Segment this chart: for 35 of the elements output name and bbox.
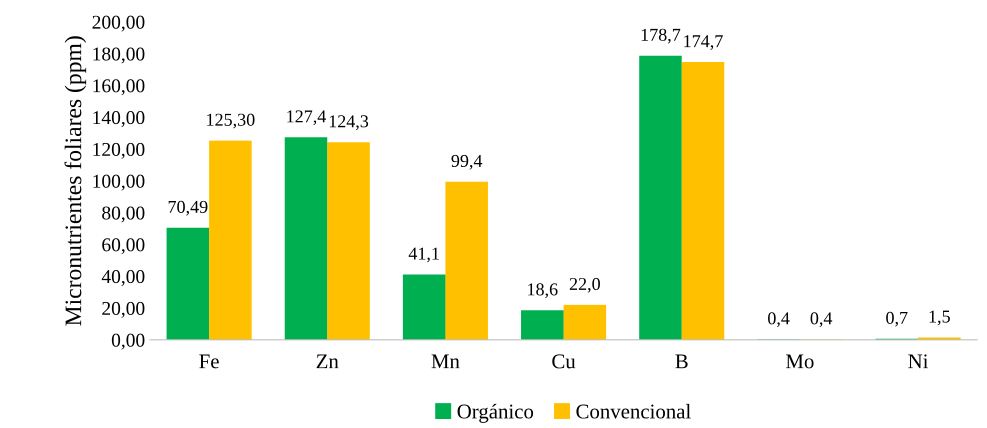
y-tick-label: 160,00 xyxy=(93,79,144,96)
x-tick-label: B xyxy=(675,354,688,368)
y-tick-label: 200,00 xyxy=(92,16,144,32)
data-label: 0,4 xyxy=(768,312,790,328)
y-tick-label: 100,00 xyxy=(93,174,144,191)
legend-label: Convencional xyxy=(576,404,691,419)
data-label: 1,5 xyxy=(930,310,950,326)
y-tick-label: 80,00 xyxy=(102,206,144,222)
x-tick-label: Mo xyxy=(786,354,814,368)
x-tick-label: Cu xyxy=(552,354,576,368)
y-tick-label: 20,00 xyxy=(102,302,144,318)
data-label: 178,7 xyxy=(642,28,680,44)
data-label: 99,4 xyxy=(451,154,482,170)
legend-label: Orgánico xyxy=(458,404,534,423)
data-label: 70,49 xyxy=(168,200,208,216)
data-label: 174,7 xyxy=(684,35,723,50)
y-tick-label: 40,00 xyxy=(102,270,144,286)
x-tick-label: Mn xyxy=(432,354,460,368)
x-tick-label: Zn xyxy=(316,354,339,368)
x-tick-label: Fe xyxy=(199,354,219,368)
y-tick-label: 60,00 xyxy=(102,238,144,254)
y-axis-title: Micronutrientes foliares (ppm) xyxy=(64,36,86,326)
data-label: 124,3 xyxy=(330,115,368,130)
x-tick-label: Ni xyxy=(908,354,928,368)
data-label: 125,30 xyxy=(207,114,255,128)
data-label: 41,1 xyxy=(408,248,439,262)
data-label: 18,6 xyxy=(528,283,558,298)
y-tick-label: 120,00 xyxy=(93,142,144,159)
y-tick-label: 0,00 xyxy=(112,334,144,350)
data-label: 22,0 xyxy=(570,278,600,293)
y-tick-label: 140,00 xyxy=(93,111,144,127)
data-label: 0,7 xyxy=(886,312,908,327)
data-label: 127,4 xyxy=(287,110,326,126)
data-label: 0,4 xyxy=(810,312,832,328)
y-tick-label: 180,00 xyxy=(93,47,144,64)
